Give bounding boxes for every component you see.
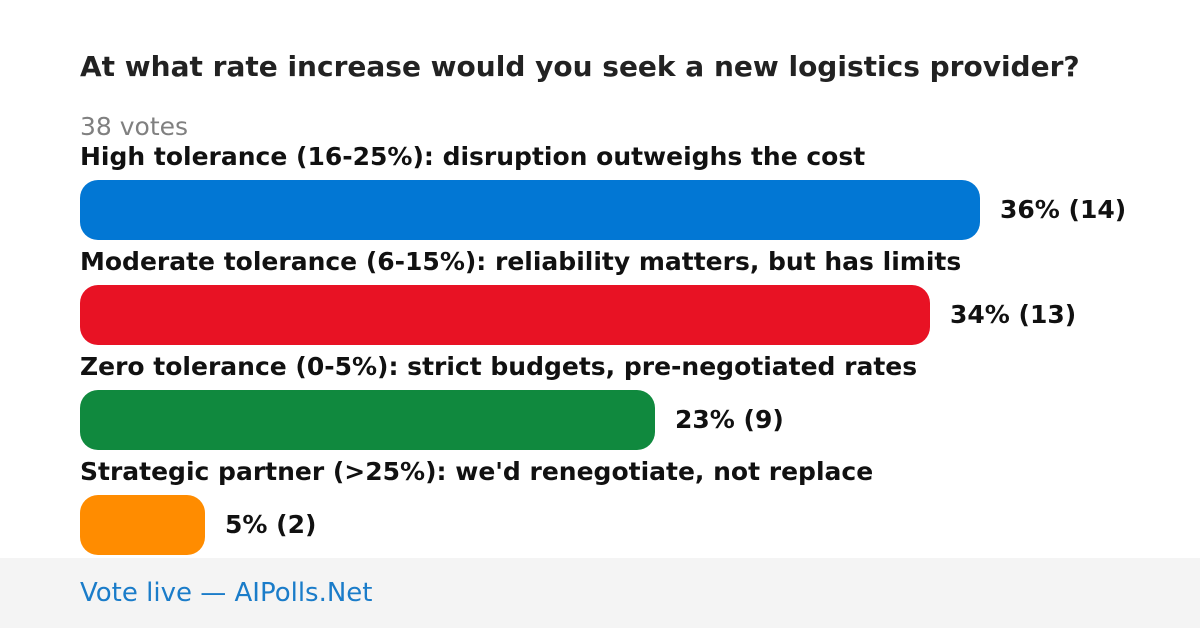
option-label: High tolerance (16-25%): disruption outw…: [80, 142, 866, 171]
option-result: 23% (9): [675, 405, 784, 434]
option-label: Moderate tolerance (6-15%): reliability …: [80, 247, 962, 276]
vote-live-link[interactable]: Vote live — AIPolls.Net: [80, 578, 373, 608]
option-result: 5% (2): [225, 510, 317, 539]
option-bar: [80, 285, 930, 345]
option-bar: [80, 390, 655, 450]
option-result: 34% (13): [950, 300, 1077, 329]
option-label: Strategic partner (>25%): we'd renegotia…: [80, 457, 874, 486]
option-bar: [80, 180, 980, 240]
poll-title: At what rate increase would you seek a n…: [80, 50, 1080, 83]
option-result: 36% (14): [1000, 195, 1127, 224]
vote-count: 38 votes: [80, 112, 189, 141]
option-bar: [80, 495, 205, 555]
footer: Vote live — AIPolls.Net: [0, 558, 1200, 628]
option-label: Zero tolerance (0-5%): strict budgets, p…: [80, 352, 918, 381]
